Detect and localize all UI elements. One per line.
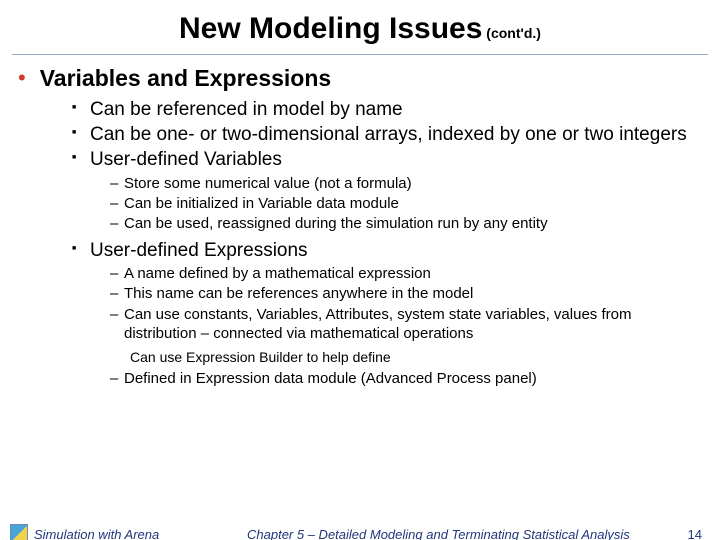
title-divider	[12, 54, 708, 55]
list-item: Can be initialized in Variable data modu…	[110, 194, 702, 213]
slide-title-cont: (cont'd.)	[482, 25, 541, 41]
level1-list: User-defined Expressions	[18, 239, 702, 262]
list-item: Can be referenced in model by name	[72, 98, 702, 121]
level2-list: A name defined by a mathematical express…	[18, 264, 702, 343]
level2-list: Defined in Expression data module (Advan…	[18, 369, 702, 388]
slide-title: New Modeling Issues	[179, 12, 482, 45]
slide-footer: Simulation with Arena Chapter 5 – Detail…	[0, 524, 720, 540]
list-item: Can be one- or two-dimensional arrays, i…	[72, 123, 702, 146]
bullet-dot-icon: •	[18, 67, 26, 89]
slide: New Modeling Issues (cont'd.) • Variable…	[0, 12, 720, 540]
level1-list: Can be referenced in model by name Can b…	[18, 98, 702, 172]
list-item: User-defined Variables	[72, 148, 702, 171]
level3-note: Can use Expression Builder to help defin…	[130, 349, 702, 367]
slide-body: • Variables and Expressions Can be refer…	[0, 65, 720, 388]
list-item: Defined in Expression data module (Advan…	[110, 369, 702, 388]
slide-title-row: New Modeling Issues (cont'd.)	[0, 12, 720, 46]
heading-row: • Variables and Expressions	[18, 65, 702, 92]
footer-chapter: Chapter 5 – Detailed Modeling and Termin…	[159, 527, 687, 540]
list-item: Store some numerical value (not a formul…	[110, 174, 702, 193]
footer-book-title: Simulation with Arena	[34, 527, 159, 540]
list-item: This name can be references anywhere in …	[110, 284, 702, 303]
list-item: User-defined Expressions	[72, 239, 702, 262]
list-item: Can use constants, Variables, Attributes…	[110, 305, 702, 343]
level2-list: Store some numerical value (not a formul…	[18, 174, 702, 234]
book-icon	[10, 524, 28, 540]
page-number: 14	[688, 527, 702, 540]
list-item: Can be used, reassigned during the simul…	[110, 214, 702, 233]
section-heading: Variables and Expressions	[40, 65, 331, 92]
list-item: A name defined by a mathematical express…	[110, 264, 702, 283]
